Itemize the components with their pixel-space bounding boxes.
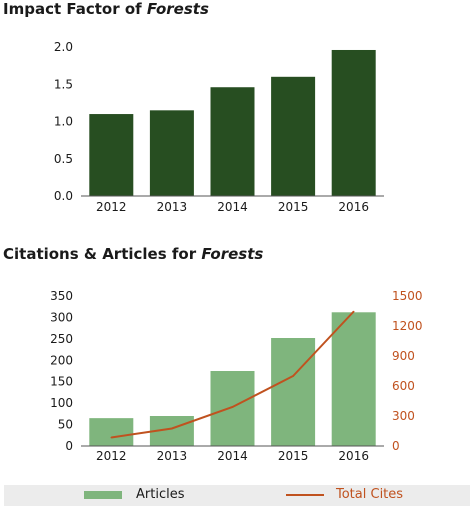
chart2-ytick-left-label: 300	[50, 310, 73, 324]
chart2-articles-bar-2012	[89, 418, 134, 446]
chart2-total-cites-point-2012	[110, 436, 113, 439]
chart1-bar-2014	[210, 87, 255, 196]
chart1-xtick-label: 2014	[217, 200, 248, 214]
chart2-ytick-right-label: 300	[392, 409, 415, 423]
chart1-ytick-label: 0.0	[54, 189, 73, 203]
legend-label-cites: Total Cites	[336, 487, 404, 502]
legend-item-cites: Total Cites	[286, 487, 403, 502]
legend-label-articles: Articles	[136, 487, 185, 502]
chart2-ytick-right-label: 0	[392, 439, 400, 453]
chart2-ytick-left-label: 150	[50, 375, 73, 389]
chart2-ytick-right-label: 600	[392, 379, 415, 393]
chart2-title: Citations & Articles for Forests	[3, 245, 264, 263]
legend-item-articles: Articles	[84, 487, 184, 502]
chart1-xtick-label: 2013	[157, 200, 188, 214]
chart2-ytick-left-label: 0	[65, 439, 73, 453]
cites-swatch	[286, 493, 324, 496]
chart1-ytick-label: 1.5	[54, 77, 73, 91]
chart2-total-cites-point-2014	[231, 406, 234, 408]
chart2-articles-bar-2016	[331, 312, 376, 446]
chart2-articles-bar-2014	[210, 371, 255, 446]
chart2-xtick-label: 2016	[338, 449, 369, 463]
chart1-ytick-label: 2.0	[54, 40, 73, 54]
chart1-xtick-label: 2012	[96, 200, 127, 214]
chart1-xtick-label: 2015	[278, 200, 309, 214]
chart2-legend: Articles Total Cites	[4, 485, 470, 506]
chart1-bar-2015	[271, 76, 316, 196]
chart2-ytick-right-label: 1500	[392, 289, 423, 303]
chart2-ytick-left-label: 250	[50, 332, 73, 346]
chart2-ytick-right-label: 1200	[392, 319, 423, 333]
chart2-ytick-left-label: 200	[50, 353, 73, 367]
chart2-articles-bar-2015	[271, 338, 316, 446]
chart1-title: Impact Factor of Forests	[3, 0, 209, 18]
chart1-bar-2016	[331, 49, 376, 197]
chart2-total-cites-point-2015	[292, 375, 294, 377]
chart2-ytick-left-label: 350	[50, 289, 73, 303]
articles-swatch	[84, 490, 122, 499]
chart2-ytick-right-label: 900	[392, 349, 415, 363]
chart1-bar-2012	[89, 114, 134, 196]
chart2-ytick-left-label: 50	[58, 418, 73, 432]
chart2-total-cites-point-2013	[171, 427, 173, 430]
chart2-xtick-label: 2014	[217, 449, 248, 463]
chart1-ytick-label: 1.0	[54, 115, 73, 129]
chart2-total-cites-point-2016	[352, 310, 355, 313]
chart2-ytick-left-label: 100	[50, 396, 73, 410]
chart1-bar-2013	[149, 110, 194, 196]
chart1-ytick-label: 0.5	[54, 152, 73, 166]
chart1-xtick-label: 2016	[338, 200, 369, 214]
chart2-xtick-label: 2013	[157, 449, 188, 463]
chart2-xtick-label: 2015	[278, 449, 309, 463]
chart2-xtick-label: 2012	[96, 449, 127, 463]
